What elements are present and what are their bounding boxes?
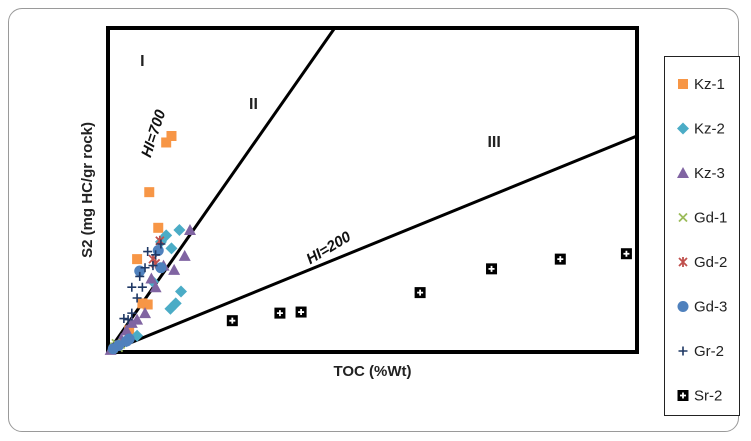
- point-kz-3-10: [120, 324, 133, 336]
- point-gr-2-1: [156, 239, 166, 249]
- point-kz-3-3: [168, 263, 181, 275]
- point-kz-2-4: [173, 223, 186, 236]
- point-gr-2-6: [137, 282, 147, 292]
- point-kz-1-6: [132, 254, 143, 265]
- point-kz-1-7: [137, 298, 148, 309]
- point-kz-3-2: [178, 249, 191, 261]
- point-sr-2-5: [486, 263, 498, 275]
- point-sr-2-7-cross: [623, 250, 630, 257]
- point-sr-2-6-cross: [557, 256, 564, 263]
- point-sr-2-1-cross: [229, 317, 236, 324]
- point-gr-2-4: [140, 263, 150, 273]
- point-kz-1-2: [153, 222, 164, 233]
- point-gr-2-3: [151, 250, 161, 260]
- point-gd-3-7: [107, 343, 119, 355]
- point-gr-2-10: [123, 315, 133, 325]
- point-kz-3-1: [183, 223, 196, 235]
- region-label-3: III: [487, 134, 500, 151]
- region-label-2: II: [249, 96, 258, 113]
- x-axis-label: TOC (%Wt): [333, 363, 411, 380]
- chart-frame: [8, 8, 739, 432]
- reference-line-1: [106, 27, 336, 353]
- reference-line-label-hi700: HI=700: [138, 107, 169, 159]
- point-kz-2-6: [164, 302, 177, 315]
- point-sr-2-4: [414, 287, 426, 299]
- reference-line-2: [107, 134, 638, 354]
- point-gd-3-3: [155, 262, 167, 274]
- point-sr-2-1: [226, 315, 238, 327]
- y-axis-label: S2 (mg HC/gr rock): [79, 122, 96, 258]
- point-sr-2-2: [274, 307, 286, 319]
- point-sr-2-3-cross: [298, 309, 305, 316]
- series-gr-2: [119, 239, 166, 325]
- point-kz-1-4: [166, 131, 177, 141]
- plot-area: [106, 26, 639, 354]
- point-sr-2-6: [554, 253, 566, 265]
- point-gr-2-9: [127, 308, 137, 318]
- point-gr-2-7: [132, 293, 142, 303]
- point-kz-2-7: [175, 285, 188, 298]
- series-sr-2: [226, 248, 632, 327]
- point-kz-3-9: [125, 316, 138, 328]
- point-kz-3-5: [149, 281, 162, 293]
- point-sr-2-2-cross: [276, 310, 283, 317]
- point-gr-2-11: [148, 261, 158, 271]
- point-sr-2-5-cross: [488, 265, 495, 272]
- point-gr-2-5: [127, 282, 137, 292]
- point-kz-1-5: [144, 187, 155, 198]
- point-kz-1-3: [161, 137, 172, 148]
- point-kz-3-6: [145, 272, 158, 284]
- point-sr-2-4-cross: [417, 289, 424, 296]
- point-kz-1-1: [142, 299, 153, 310]
- point-sr-2-7: [620, 248, 632, 260]
- point-kz-2-3: [165, 242, 178, 255]
- point-sr-2-3: [295, 306, 307, 318]
- point-gr-2-2: [143, 247, 153, 257]
- point-gr-2-12: [135, 271, 145, 281]
- region-label-1: I: [140, 53, 144, 70]
- legend: [664, 56, 740, 416]
- point-kz-3-7: [139, 307, 152, 319]
- point-gr-2-8: [119, 314, 129, 324]
